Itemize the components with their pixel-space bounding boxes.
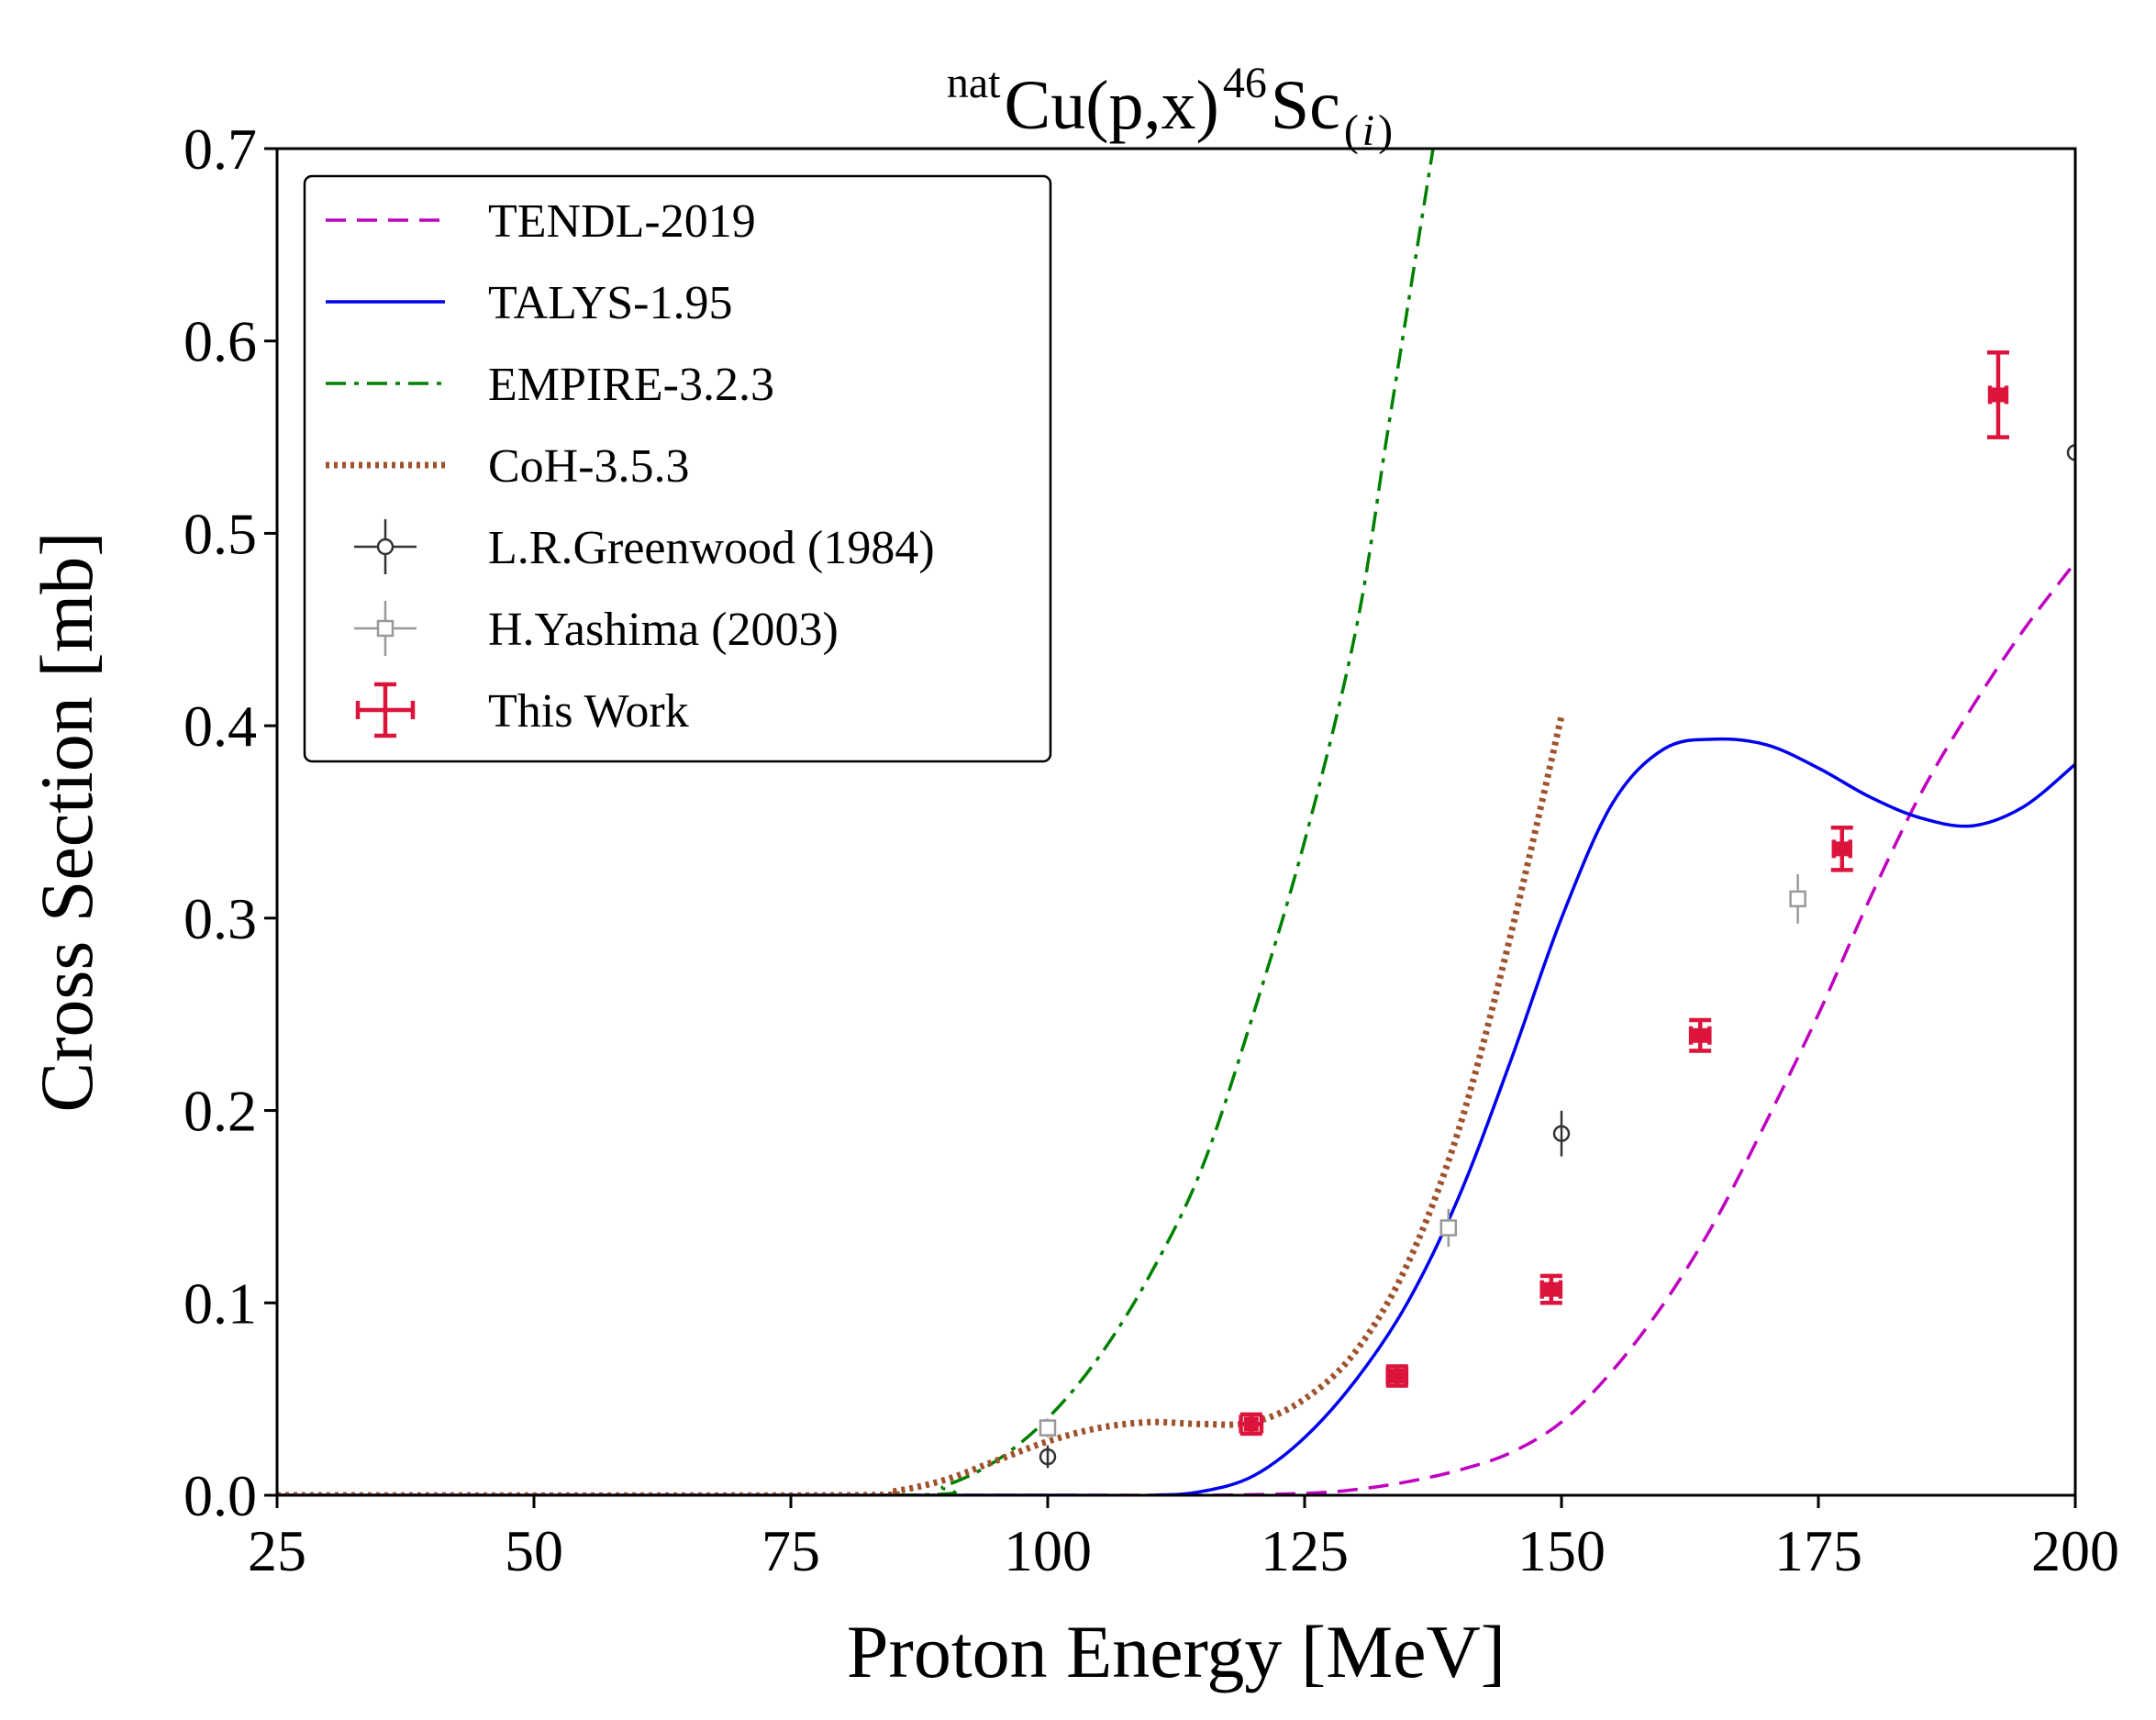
title-sub-close: ) xyxy=(1378,106,1393,155)
legend-item: H.Yashima (2003) xyxy=(354,601,839,656)
x-tick-label: 150 xyxy=(1517,1518,1606,1583)
x-tick-label: 100 xyxy=(1004,1518,1092,1583)
legend-label: H.Yashima (2003) xyxy=(488,604,839,656)
data-point xyxy=(1039,1418,1057,1437)
y-tick-label: 0.7 xyxy=(183,117,257,182)
y-tick-label: 0.6 xyxy=(183,309,257,374)
series-line-coh-3-5-3 xyxy=(277,715,1565,1495)
data-point xyxy=(1039,1445,1057,1469)
title-sub-italic: i xyxy=(1362,106,1374,155)
series-line-tendl-2019 xyxy=(277,560,2075,1495)
title-prefix-sup: nat xyxy=(947,59,1001,107)
title-element: Sc xyxy=(1271,67,1340,144)
x-tick-label: 175 xyxy=(1774,1518,1862,1583)
chart-title: nat Cu(p,x) 46 Sc ( i ) xyxy=(947,59,1393,155)
tick-labels: 25 50 75 100 125 150 175 200 0.0 0.1 0.2 0.3 0.4 0.5 0… xyxy=(183,117,2119,1583)
y-tick-label: 0.3 xyxy=(183,886,257,951)
legend: TENDL-2019 TALYS-1.95 EMPIRE-3.2.3 CoH-3.5.… xyxy=(303,174,1052,763)
data-point xyxy=(1789,873,1806,924)
legend-item: EMPIRE-3.2.3 xyxy=(326,359,774,411)
legend-label: This Work xyxy=(488,685,689,738)
plot-frame xyxy=(275,147,2077,1497)
x-tick-label: 50 xyxy=(505,1518,563,1583)
data-point xyxy=(1552,1110,1571,1157)
title-mass-sup: 46 xyxy=(1223,59,1267,107)
title-main: Cu(p,x) xyxy=(1005,67,1219,144)
y-tick-label: 0.4 xyxy=(183,694,257,759)
legend-label: CoH-3.5.3 xyxy=(488,440,690,493)
experimental-points xyxy=(1039,350,2075,1469)
x-tick-label: 25 xyxy=(248,1518,306,1583)
y-tick-label: 0.2 xyxy=(183,1079,257,1144)
legend-box xyxy=(303,174,1052,763)
axis-ticks xyxy=(264,147,2077,1508)
series-line-empire-3-2-3 xyxy=(277,149,1435,1495)
data-point xyxy=(1539,1273,1563,1305)
y-axis-title: Cross Section [mb] xyxy=(25,531,108,1112)
data-point xyxy=(1688,1017,1712,1053)
data-point xyxy=(2066,424,2075,482)
data-point xyxy=(1439,1208,1458,1248)
title-sub-open: ( xyxy=(1344,106,1359,155)
y-tick-label: 0.5 xyxy=(183,501,257,566)
x-tick-label: 125 xyxy=(1261,1518,1349,1583)
data-point xyxy=(1830,826,1853,872)
legend-label: L.R.Greenwood (1984) xyxy=(488,522,935,574)
data-point xyxy=(1987,350,2009,439)
legend-item: TENDL-2019 xyxy=(326,195,756,248)
legend-label: TALYS-1.95 xyxy=(488,277,733,329)
x-tick-label: 75 xyxy=(761,1518,820,1583)
x-axis-title: Proton Energy [MeV] xyxy=(847,1610,1506,1693)
legend-label: EMPIRE-3.2.3 xyxy=(488,359,774,411)
y-tick-label: 0.1 xyxy=(183,1271,257,1336)
legend-label: TENDL-2019 xyxy=(488,195,756,248)
series-line-talys-1-95 xyxy=(277,737,2075,1495)
x-tick-label: 200 xyxy=(2031,1518,2119,1583)
data-point xyxy=(1239,1412,1264,1437)
legend-item: L.R.Greenwood (1984) xyxy=(354,519,935,574)
y-tick-label: 0.0 xyxy=(183,1463,257,1528)
legend-item: This Work xyxy=(355,682,689,738)
data-point xyxy=(1385,1364,1409,1388)
legend-item: CoH-3.5.3 xyxy=(326,440,690,493)
legend-item: TALYS-1.95 xyxy=(326,277,733,329)
